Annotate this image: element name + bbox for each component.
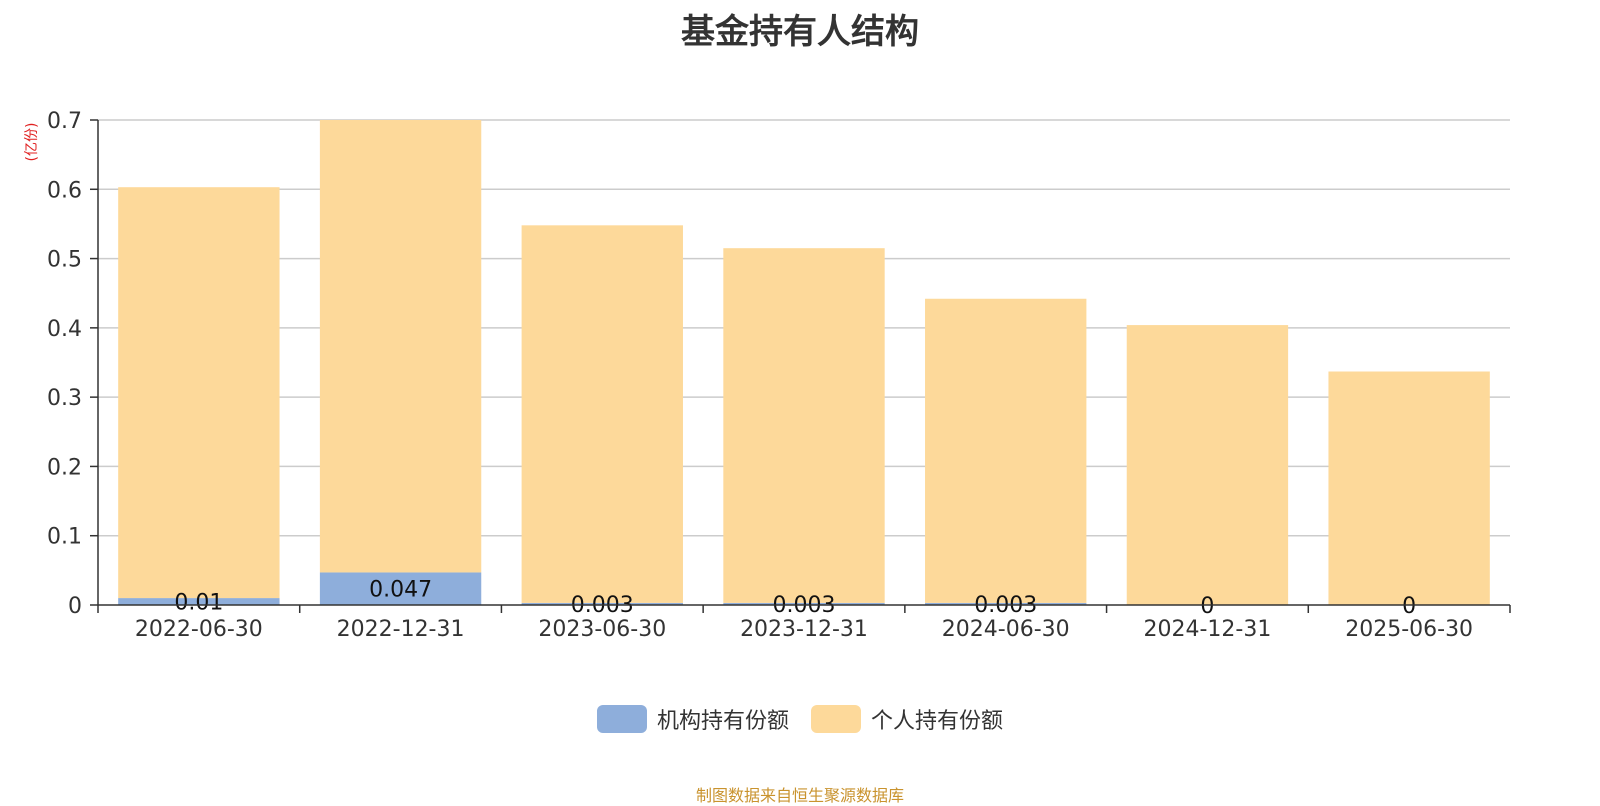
bar-individual[interactable]: [319, 120, 482, 573]
bar-individual[interactable]: [925, 298, 1087, 603]
y-tick-label: 0.6: [47, 178, 82, 203]
legend: 机构持有份额 个人持有份额: [0, 703, 1600, 735]
y-tick-label: 0: [68, 594, 82, 619]
bar-individual[interactable]: [723, 248, 885, 603]
legend-label-institutional: 机构持有份额: [656, 709, 789, 734]
bar-institutional[interactable]: [319, 572, 482, 605]
legend-swatch-individual: [811, 705, 861, 733]
x-tick-label: 2022-12-31: [337, 617, 465, 642]
x-tick-label: 2025-06-30: [1345, 617, 1473, 642]
data-label-institutional: 0.047: [369, 578, 432, 603]
bar-institutional[interactable]: [521, 602, 683, 605]
x-tick-label: 2023-12-31: [740, 617, 868, 642]
data-label-institutional: 0.01: [174, 591, 223, 616]
y-tick-label: 0.3: [47, 386, 82, 411]
bar-institutional[interactable]: [723, 602, 885, 605]
y-tick-label: 0.1: [47, 525, 82, 550]
y-tick-label: 0.2: [47, 455, 82, 480]
y-tick-label: 0.7: [47, 109, 82, 134]
bar-institutional[interactable]: [925, 602, 1087, 605]
chart-title: 基金持有人结构: [681, 12, 919, 52]
data-label-institutional: 0: [1402, 594, 1416, 619]
data-label-institutional: 0: [1200, 594, 1214, 619]
legend-swatch-institutional: [596, 705, 647, 733]
x-tick-label: 2023-06-30: [538, 617, 666, 642]
y-tick-label: 0.5: [47, 248, 82, 273]
x-tick-label: 2022-06-30: [135, 617, 263, 642]
x-tick-label: 2024-12-31: [1143, 617, 1271, 642]
legend-item-individual[interactable]: 个人持有份额: [811, 703, 1003, 735]
bar-individual[interactable]: [118, 187, 280, 599]
x-tick-label: 2024-06-30: [942, 617, 1070, 642]
source-note: 制图数据来自恒生聚源数据库: [695, 786, 904, 805]
bars: [118, 120, 1490, 605]
legend-label-individual: 个人持有份额: [871, 709, 1004, 734]
y-tick-label: 0.4: [47, 317, 82, 342]
bar-institutional[interactable]: [118, 598, 280, 605]
bar-individual[interactable]: [521, 225, 683, 603]
bar-individual[interactable]: [1328, 371, 1490, 605]
bar-individual[interactable]: [1126, 325, 1289, 605]
legend-item-institutional[interactable]: 机构持有份额: [596, 703, 789, 735]
y-axis-unit-label: (亿份): [24, 123, 40, 162]
axes: 0 0.1 0.2 0.3 0.4 0.5 0.6 0.7 2022-06-30 2022-12-…: [47, 109, 1511, 642]
